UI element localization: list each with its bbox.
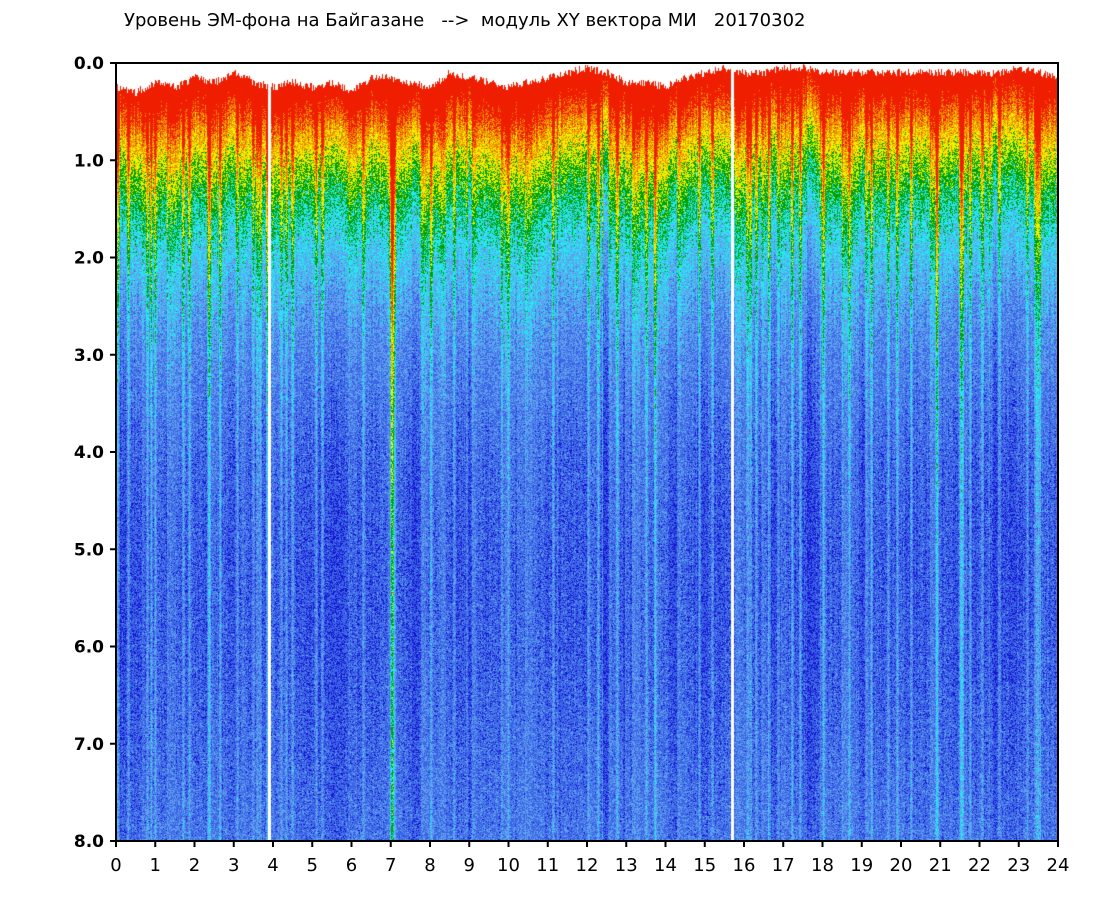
x-tick-label: 20 bbox=[890, 855, 913, 876]
x-tick-label: 18 bbox=[811, 855, 834, 876]
x-tick-label: 3 bbox=[228, 855, 239, 876]
x-tick-label: 10 bbox=[497, 855, 520, 876]
y-tick-label: 1.0 bbox=[74, 151, 104, 171]
y-tick-label: 8.0 bbox=[74, 832, 104, 852]
x-tick-label: 14 bbox=[654, 855, 677, 876]
x-tick-label: 8 bbox=[424, 855, 435, 876]
heatmap-image bbox=[116, 63, 1058, 841]
x-tick-label: 23 bbox=[1007, 855, 1030, 876]
x-tick-label: 13 bbox=[615, 855, 638, 876]
x-tick-label: 4 bbox=[267, 855, 278, 876]
x-tick-label: 0 bbox=[110, 855, 121, 876]
x-tick-label: 5 bbox=[307, 855, 318, 876]
y-tick-label: 3.0 bbox=[74, 346, 104, 366]
x-tick-label: 7 bbox=[385, 855, 396, 876]
x-tick-layer: 0 1 2 3 4 5 6 7 8 9 10 11 12 13 14 15 16 17 18 19 20 21 22 23 24 bbox=[110, 841, 1069, 876]
x-tick-label: 19 bbox=[850, 855, 873, 876]
chart-title: Уровень ЭМ-фона на Байгазане --> модуль … bbox=[124, 10, 806, 31]
x-tick-label: 2 bbox=[189, 855, 200, 876]
x-tick-label: 1 bbox=[150, 855, 161, 876]
y-tick-label: 7.0 bbox=[74, 735, 104, 755]
y-tick-label: 2.0 bbox=[74, 249, 104, 269]
y-tick-layer: 0.0 1.0 2.0 3.0 4.0 5.0 6.0 7.0 8.0 bbox=[74, 54, 116, 852]
x-tick-label: 15 bbox=[693, 855, 716, 876]
y-tick-label: 5.0 bbox=[74, 540, 104, 560]
x-tick-label: 6 bbox=[346, 855, 357, 876]
x-tick-label: 17 bbox=[772, 855, 795, 876]
y-tick-label: 0.0 bbox=[74, 54, 104, 74]
x-tick-label: 24 bbox=[1047, 855, 1070, 876]
heatmap-layer bbox=[116, 63, 1058, 841]
x-tick-label: 11 bbox=[536, 855, 559, 876]
x-tick-label: 12 bbox=[576, 855, 599, 876]
x-tick-label: 21 bbox=[929, 855, 952, 876]
x-tick-label: 9 bbox=[464, 855, 475, 876]
y-tick-label: 6.0 bbox=[74, 638, 104, 658]
x-tick-label: 16 bbox=[733, 855, 756, 876]
x-tick-label: 22 bbox=[968, 855, 991, 876]
y-tick-label: 4.0 bbox=[74, 443, 104, 463]
